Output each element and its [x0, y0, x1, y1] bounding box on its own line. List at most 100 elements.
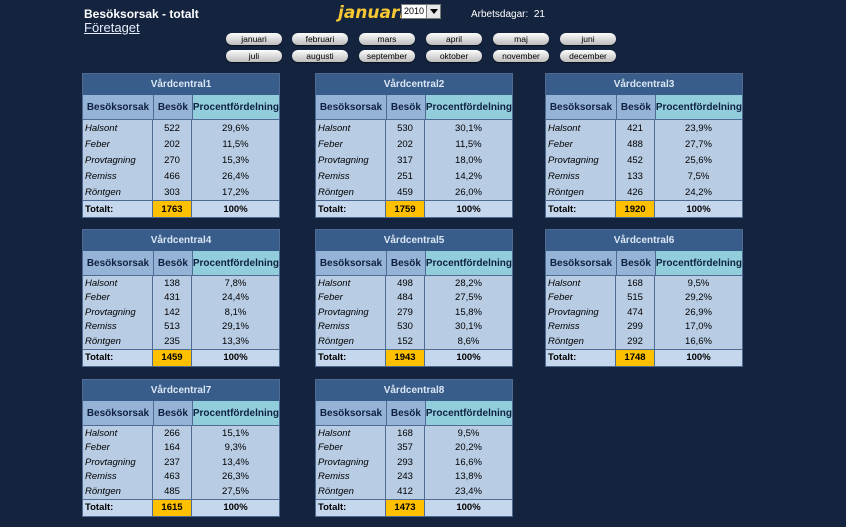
column-header-visits: Besök: [616, 251, 656, 275]
reason-cell: Remiss: [316, 469, 386, 484]
column-header-visits: Besök: [386, 95, 426, 119]
month-button-juli[interactable]: juli: [226, 50, 282, 62]
visits-cell: 202: [386, 136, 425, 152]
month-button-december[interactable]: december: [560, 50, 616, 62]
reason-cell: Feber: [316, 440, 386, 455]
share-cell: 7,8%: [224, 277, 247, 289]
table-row: Röntgen 426 24,2%: [546, 184, 742, 200]
total-share: 100%: [456, 502, 481, 513]
total-label: Totalt:: [83, 349, 153, 366]
table-row: Halsont 498 28,2%: [316, 276, 512, 291]
share-cell: 27,7%: [685, 138, 712, 150]
reason-cell: Halsont: [316, 426, 386, 441]
month-button-september[interactable]: september: [359, 50, 415, 62]
central-table: Vårdcentral3 Besöksorsak Besök Procentfö…: [545, 73, 743, 218]
column-header-visits: Besök: [153, 95, 193, 119]
central-table: Vårdcentral4 Besöksorsak Besök Procentfö…: [82, 229, 280, 367]
table-row: Halsont 168 9,5%: [316, 426, 512, 441]
month-button-oktober[interactable]: oktober: [426, 50, 482, 62]
table-row: Provtagning 452 25,6%: [546, 152, 742, 168]
column-header-share: Procentfördelning: [192, 251, 279, 275]
share-cell: 18,0%: [455, 154, 482, 166]
reason-cell: Halsont: [83, 276, 153, 291]
share-cell: 24,4%: [222, 292, 249, 304]
column-header-share: Procentfördelning: [425, 95, 512, 119]
share-cell: 23,4%: [455, 485, 482, 497]
share-cell: 16,6%: [455, 456, 482, 468]
month-button-juni[interactable]: juni: [560, 33, 616, 45]
month-button-mars[interactable]: mars: [359, 33, 415, 45]
reason-cell: Feber: [546, 136, 616, 152]
share-cell: 30,1%: [455, 321, 482, 333]
share-cell: 13,4%: [222, 456, 249, 468]
table-rows: Halsont 138 7,8% Feber 431 24,4% Provtag…: [83, 275, 279, 350]
column-headers: Besöksorsak Besök Procentfördelning: [83, 401, 279, 425]
page-title: Besöksorsak - totalt: [84, 7, 199, 21]
total-row: Totalt: 1763 100%: [83, 201, 279, 217]
column-header-reason: Besöksorsak: [316, 401, 387, 425]
visits-cell: 431: [153, 290, 192, 305]
visits-cell: 474: [616, 305, 655, 320]
reason-cell: Halsont: [546, 276, 616, 291]
total-visits: 1459: [153, 349, 192, 366]
reason-cell: Remiss: [546, 168, 616, 184]
visits-cell: 164: [153, 440, 192, 455]
table-row: Provtagning 293 16,6%: [316, 455, 512, 470]
reason-cell: Remiss: [316, 168, 386, 184]
visits-cell: 237: [153, 455, 192, 470]
share-cell: 26,0%: [455, 186, 482, 198]
reason-cell: Provtagning: [316, 152, 386, 168]
table-row: Provtagning 317 18,0%: [316, 152, 512, 168]
reason-cell: Feber: [546, 290, 616, 305]
share-cell: 7,5%: [687, 170, 710, 182]
reason-cell: Feber: [316, 290, 386, 305]
month-button-maj[interactable]: maj: [493, 33, 549, 45]
reason-cell: Halsont: [83, 426, 153, 441]
month-button-januari[interactable]: januari: [226, 33, 282, 45]
column-headers: Besöksorsak Besök Procentfördelning: [316, 95, 512, 119]
company-link[interactable]: Företaget: [84, 20, 140, 35]
total-visits: 1943: [386, 349, 425, 366]
table-row: Provtagning 474 26,9%: [546, 305, 742, 320]
central-title: Vårdcentral1: [83, 74, 279, 95]
table-rows: Halsont 168 9,5% Feber 357 20,2% Provtag…: [316, 425, 512, 500]
total-row: Totalt: 1759 100%: [316, 201, 512, 217]
table-row: Provtagning 270 15,3%: [83, 152, 279, 168]
table-row: Feber 202 11,5%: [83, 136, 279, 152]
column-header-reason: Besöksorsak: [546, 95, 617, 119]
column-header-share: Procentfördelning: [192, 95, 279, 119]
visits-cell: 251: [386, 168, 425, 184]
share-cell: 24,2%: [685, 186, 712, 198]
month-button-november[interactable]: november: [493, 50, 549, 62]
month-button-april[interactable]: april: [426, 33, 482, 45]
share-cell: 13,8%: [455, 471, 482, 483]
central-title: Vårdcentral5: [316, 230, 512, 251]
visits-cell: 515: [616, 290, 655, 305]
table-row: Röntgen 292 16,6%: [546, 334, 742, 349]
reason-cell: Halsont: [83, 120, 153, 136]
month-button-februari[interactable]: februari: [292, 33, 348, 45]
workdays-value: 21: [533, 9, 545, 20]
total-row: Totalt: 1748 100%: [546, 349, 742, 366]
central-title: Vårdcentral7: [83, 380, 279, 401]
month-button-augusti[interactable]: augusti: [292, 50, 348, 62]
column-header-reason: Besöksorsak: [83, 401, 154, 425]
table-row: Halsont 168 9,5%: [546, 276, 742, 291]
total-label: Totalt:: [316, 349, 386, 366]
visits-cell: 421: [616, 120, 655, 136]
year-value: 2010: [404, 6, 425, 16]
workdays-label: Arbetsdagar:: [471, 9, 529, 20]
chevron-down-icon[interactable]: [426, 5, 440, 18]
reason-cell: Provtagning: [83, 305, 153, 320]
share-cell: 14,2%: [455, 170, 482, 182]
visits-cell: 202: [153, 136, 192, 152]
total-share: 100%: [223, 502, 248, 513]
year-dropdown[interactable]: 2010: [401, 4, 441, 19]
share-cell: 9,5%: [687, 277, 710, 289]
central-title: Vårdcentral6: [546, 230, 742, 251]
column-header-visits: Besök: [153, 401, 193, 425]
table-row: Feber 164 9,3%: [83, 440, 279, 455]
table-row: Halsont 530 30,1%: [316, 120, 512, 136]
column-header-reason: Besöksorsak: [83, 251, 154, 275]
reason-cell: Provtagning: [83, 152, 153, 168]
